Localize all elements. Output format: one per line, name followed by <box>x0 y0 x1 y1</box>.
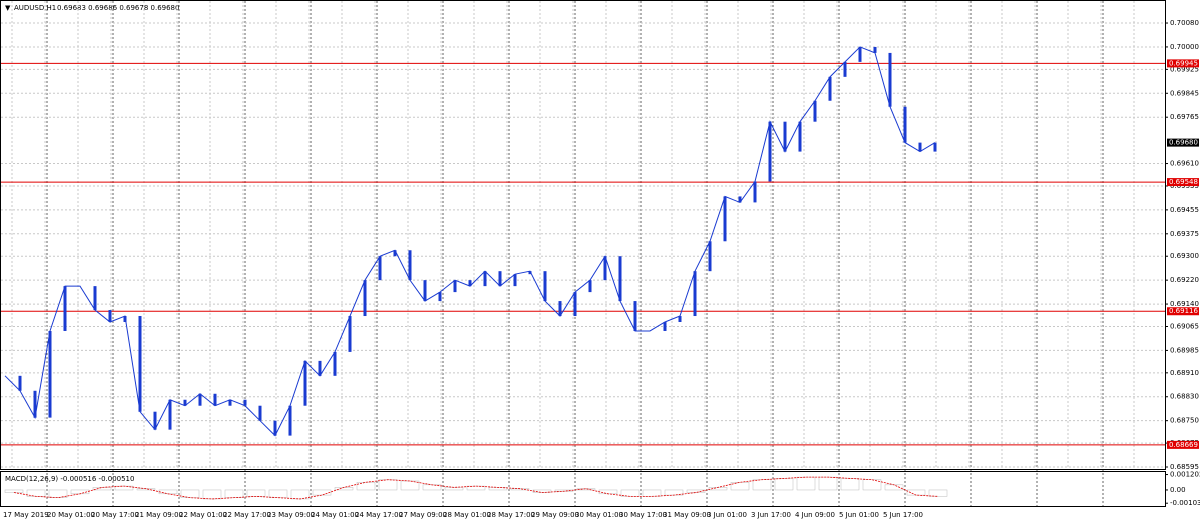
symbol-arrow: ▼ <box>5 4 11 12</box>
price-label: 0.68910 <box>1170 369 1199 377</box>
time-label: 28 May 17:00 <box>487 511 535 519</box>
time-label: 29 May 09:00 <box>531 511 579 519</box>
time-label: 31 May 09:00 <box>663 511 711 519</box>
price-label: 0.70000 <box>1170 43 1199 51</box>
time-label: 20 May 01:00 <box>47 511 95 519</box>
time-label: 3 Jun 17:00 <box>751 511 791 519</box>
current-price-label: 0.69680 <box>1169 139 1198 147</box>
time-label: 21 May 09:00 <box>135 511 183 519</box>
level-label: 0.68669 <box>1169 441 1198 449</box>
quote: 0.69683 0.69686 0.69678 0.69680 <box>57 4 179 12</box>
time-label: 3 Jun 01:00 <box>707 511 747 519</box>
price-label: 0.69140 <box>1170 300 1199 308</box>
macd-axis-label: 0.001202 <box>1170 471 1200 479</box>
price-label: 0.69765 <box>1170 113 1199 121</box>
price-label: 0.70080 <box>1170 19 1199 27</box>
macd-bar <box>576 488 596 491</box>
macd-frame <box>0 471 1166 507</box>
macd-bar <box>466 485 486 491</box>
time-label: 28 May 01:00 <box>443 511 491 519</box>
price-label: 0.68595 <box>1170 463 1199 471</box>
macd-bar <box>796 476 816 491</box>
macd-axis-label: -0.001032 <box>1170 499 1200 507</box>
macd-signal <box>13 476 939 500</box>
price-label: 0.69455 <box>1170 206 1199 214</box>
macd-bar <box>862 479 882 491</box>
macd-bar <box>92 487 112 491</box>
level-tag <box>1167 59 1199 68</box>
time-label: 27 May 09:00 <box>399 511 447 519</box>
macd-bar <box>268 489 288 498</box>
macd-bar <box>312 489 332 496</box>
time-label: 5 Jun 01:00 <box>839 511 879 519</box>
macd-bar <box>202 489 222 500</box>
time-label: 24 May 17:00 <box>355 511 403 519</box>
macd-bar <box>620 489 640 497</box>
time-label: 30 May 01:00 <box>575 511 623 519</box>
price-label: 0.68985 <box>1170 346 1199 354</box>
price-label: 0.68830 <box>1170 393 1199 401</box>
price-label: 0.69220 <box>1170 276 1199 284</box>
level-label: 0.69548 <box>1169 178 1198 186</box>
macd-axis-label: 0.00 <box>1170 486 1186 494</box>
symbol-title: AUDUSD,H1 <box>14 4 56 12</box>
current-price-tag <box>1167 138 1199 147</box>
level-tag <box>1167 178 1199 187</box>
time-label: 4 Jun 09:00 <box>795 511 835 519</box>
macd-bar <box>400 480 420 491</box>
main-frame <box>0 0 1166 470</box>
time-label: 17 May 2019 <box>3 511 49 519</box>
level-label: 0.69945 <box>1169 59 1198 67</box>
time-label: 5 Jun 17:00 <box>883 511 923 519</box>
macd-bar <box>928 489 948 497</box>
time-label: 23 May 09:00 <box>267 511 315 519</box>
level-label: 0.69116 <box>1169 307 1198 315</box>
time-label: 24 May 01:00 <box>311 511 359 519</box>
price-label: 0.69065 <box>1170 322 1199 330</box>
price-label: 0.69610 <box>1170 160 1199 168</box>
price-label: 0.69300 <box>1170 252 1199 260</box>
level-tag <box>1167 440 1199 449</box>
macd-bar <box>48 489 68 498</box>
price-label: 0.68750 <box>1170 417 1199 425</box>
macd-label: MACD(12,26,9) -0.000516 -0.000510 <box>5 475 134 483</box>
macd-bar <box>686 489 706 493</box>
time-label: 22 May 01:00 <box>179 511 227 519</box>
macd-bar <box>730 482 750 491</box>
price-label: 0.69845 <box>1170 89 1199 97</box>
time-label: 20 May 17:00 <box>91 511 139 519</box>
price-line <box>4 46 936 437</box>
time-label: 22 May 17:00 <box>223 511 271 519</box>
time-label: 30 May 17:00 <box>619 511 667 519</box>
price-label: 0.69375 <box>1170 230 1199 238</box>
level-tag <box>1167 307 1199 316</box>
price-label: 0.69925 <box>1170 65 1199 73</box>
